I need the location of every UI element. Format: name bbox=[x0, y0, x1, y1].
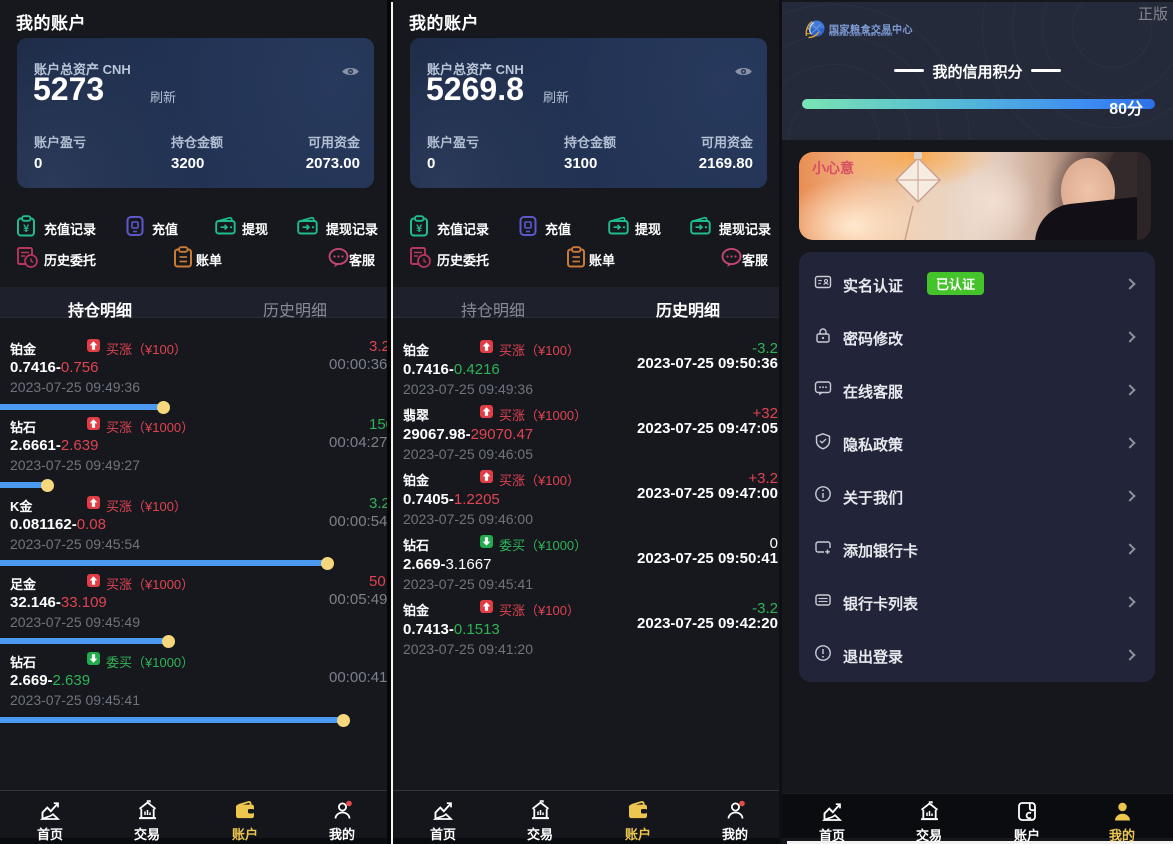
svg-text:¥: ¥ bbox=[23, 223, 30, 235]
svg-text:¥: ¥ bbox=[416, 223, 423, 235]
